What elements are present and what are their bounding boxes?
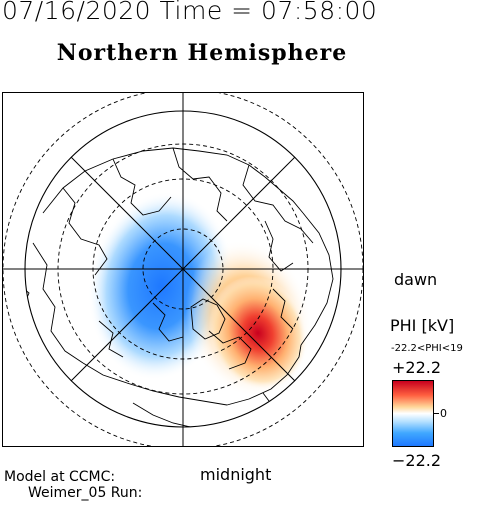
midnight-label: midnight — [200, 465, 272, 484]
run-label: Weimer_05 Run: — [28, 485, 143, 501]
potential-contours — [88, 191, 313, 398]
colorbar-range: -22.2<PHI<19 — [391, 343, 463, 354]
colorbar-max-label: +22.2 — [392, 358, 442, 377]
positive-potential-cell — [208, 276, 308, 390]
colorbar-min-label: −22.2 — [392, 451, 442, 470]
meridian-diagonal-2 — [70, 156, 296, 382]
hemisphere-title: Northern Hemisphere — [56, 40, 348, 66]
colorbar-title: PHI [kV] — [390, 316, 455, 335]
timestamp-title: 07/16/2020 Time = 07:58:00 — [2, 0, 378, 25]
polar-map — [3, 93, 363, 446]
colorbar-zero-tick — [434, 413, 439, 414]
polar-map-frame — [2, 92, 364, 447]
dawn-label: dawn — [394, 270, 438, 289]
colorbar — [392, 380, 434, 447]
model-label: Model at CCMC: — [4, 469, 116, 485]
colorbar-zero-label: 0 — [440, 407, 447, 420]
map-grid — [3, 93, 363, 446]
